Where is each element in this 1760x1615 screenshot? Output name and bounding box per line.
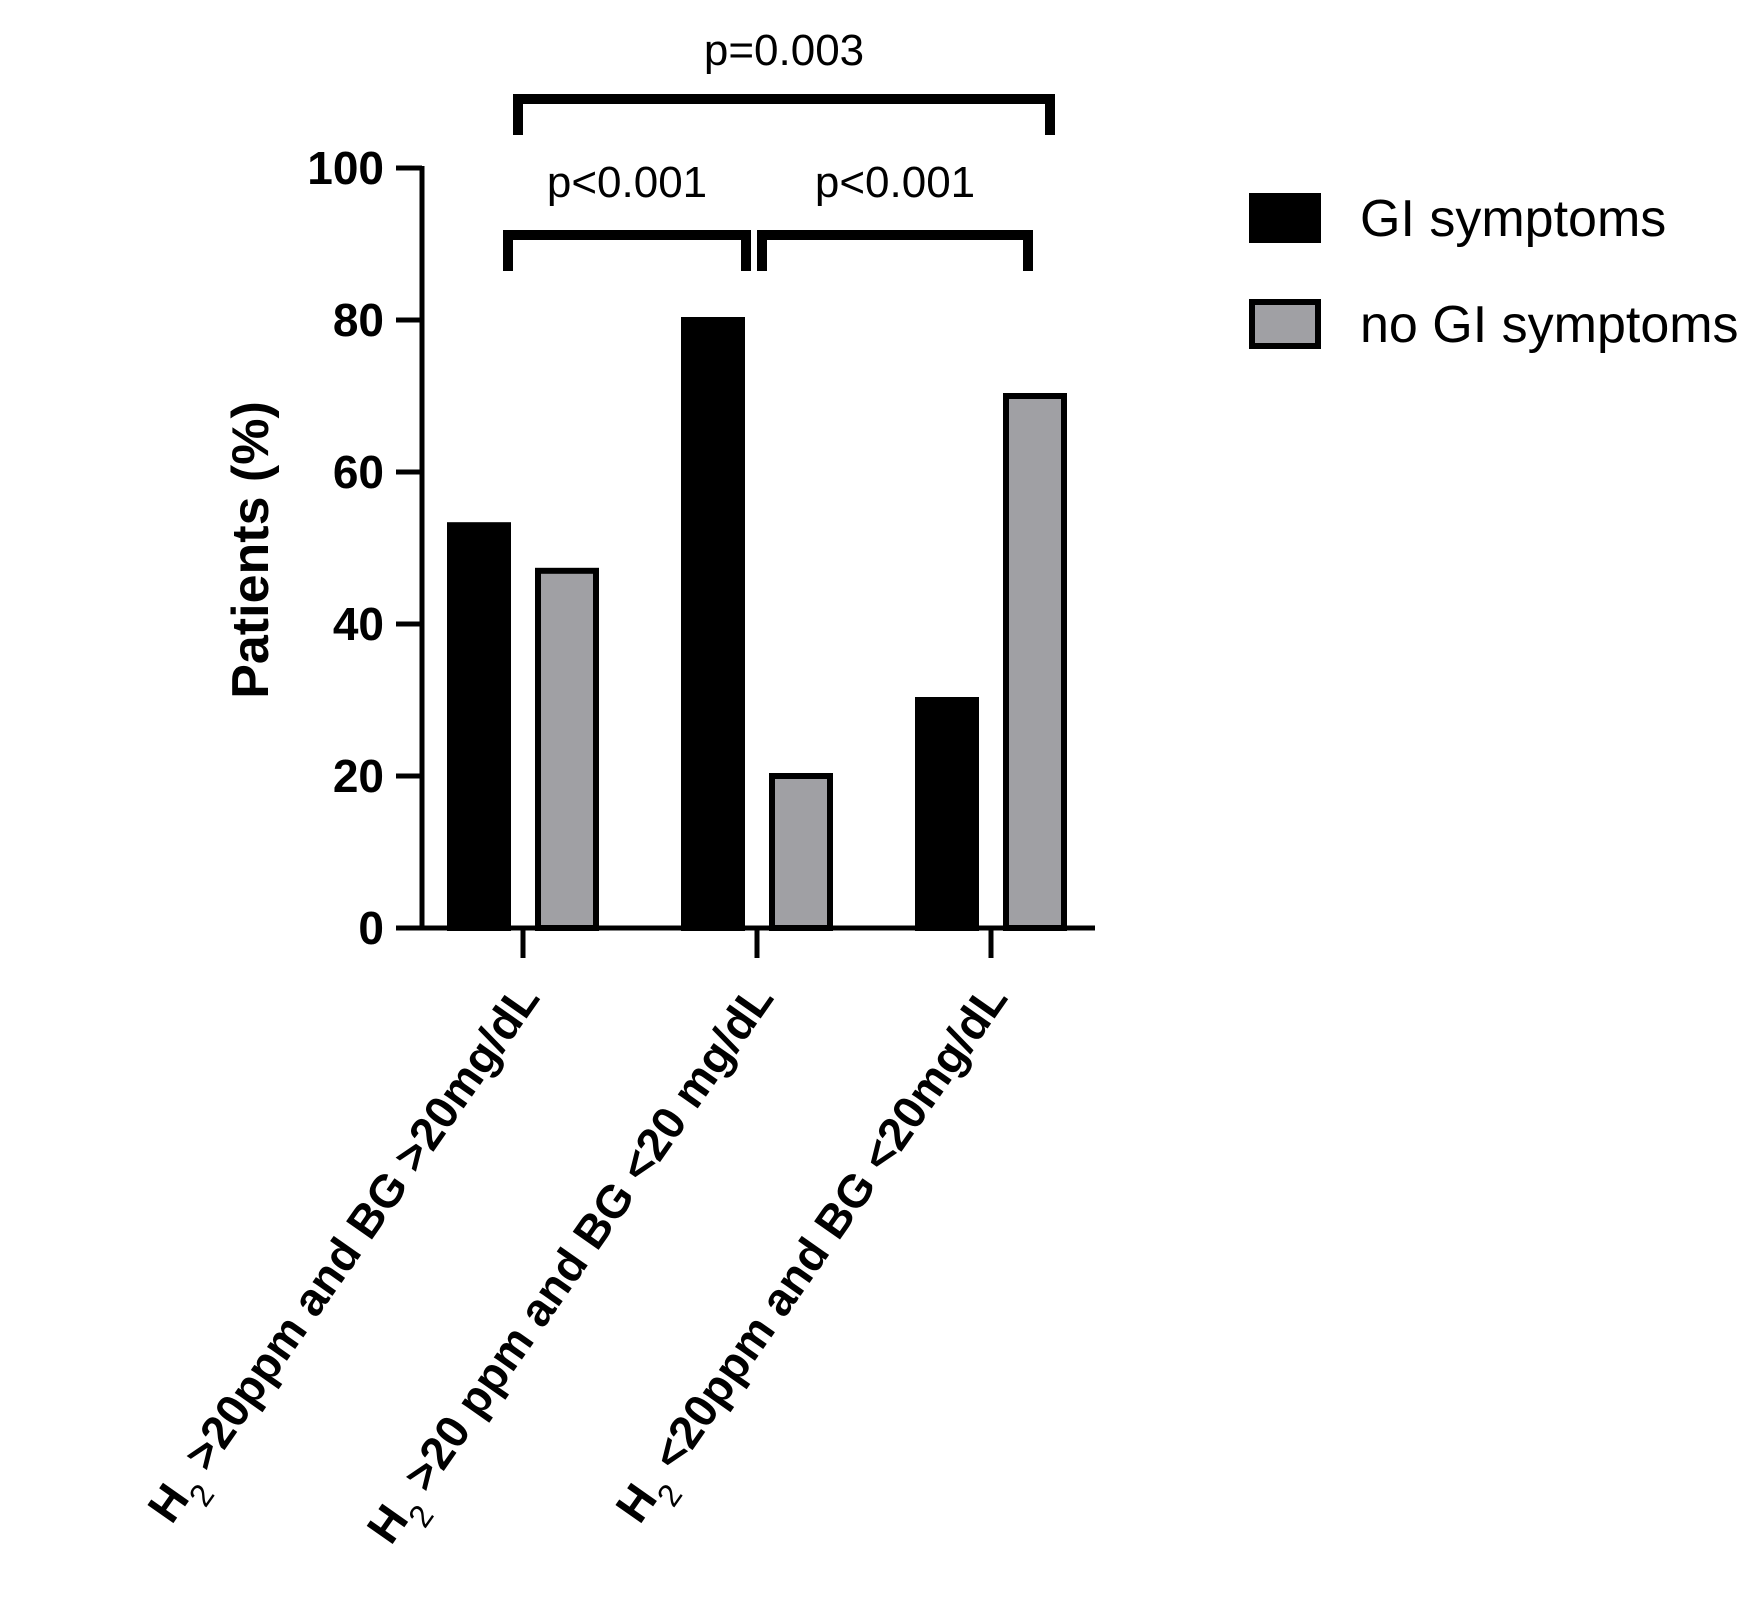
significance-brackets: p=0.003 p<0.001 p<0.001 xyxy=(503,26,1055,271)
legend-swatch xyxy=(1249,299,1321,349)
bar xyxy=(535,567,599,931)
x-tick-label: H2 >20 ppm and BG <20 mg/dL xyxy=(357,974,796,1561)
bars xyxy=(447,317,1067,931)
legend-swatch xyxy=(1249,193,1321,243)
legend-label: no GI symptoms xyxy=(1360,296,1739,354)
significance-bracket xyxy=(513,94,1055,135)
bar xyxy=(769,773,833,931)
y-tick-label: 40 xyxy=(333,598,384,650)
significance-bracket xyxy=(757,230,1033,271)
significance-bracket xyxy=(503,230,751,271)
bar xyxy=(915,697,979,931)
y-tick-label: 20 xyxy=(333,750,384,802)
legend-label: GI symptoms xyxy=(1360,190,1666,248)
bar xyxy=(1003,393,1067,931)
legend: GI symptoms no GI symptoms xyxy=(1249,190,1739,354)
significance-label: p<0.001 xyxy=(547,158,707,207)
y-axis: 0 20 40 60 80 100 xyxy=(307,142,425,954)
y-tick-label: 80 xyxy=(333,294,384,346)
bar xyxy=(447,522,511,931)
y-axis-label: Patients (%) xyxy=(222,401,280,699)
bar xyxy=(681,317,745,931)
y-tick-label: 0 xyxy=(358,902,384,954)
y-tick-label: 100 xyxy=(307,142,384,194)
x-tick-label: H2 <20ppm and BG <20mg/dL xyxy=(605,974,1029,1540)
x-tick-label: H2 >20ppm and BG >20mg/dL xyxy=(137,974,561,1540)
significance-label: p<0.001 xyxy=(815,158,975,207)
significance-label: p=0.003 xyxy=(704,26,864,75)
y-tick-label: 60 xyxy=(333,446,384,498)
